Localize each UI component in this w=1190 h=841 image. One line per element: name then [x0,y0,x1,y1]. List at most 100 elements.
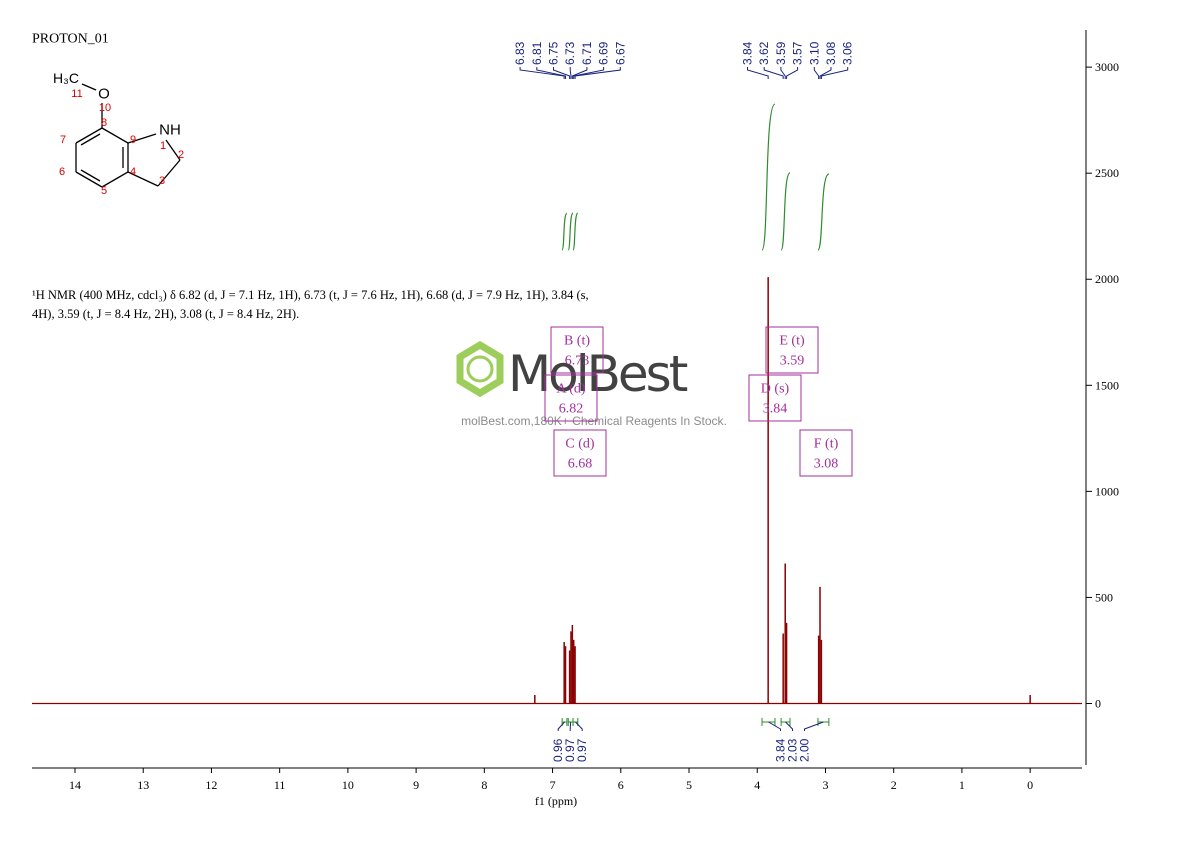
multiplet-box [799,429,853,477]
peak-label-connector [780,67,786,79]
integral-label: 2.00 [797,738,811,762]
peak-label: 3.62 [757,41,771,65]
bond [101,127,129,144]
bond [127,133,157,144]
peak-label: 6.83 [513,41,527,65]
structure [75,83,181,188]
atom-number: 4 [130,166,136,178]
integral-label: 3.84 [773,738,787,762]
peak-label: 6.73 [563,41,577,65]
integral-curve [817,173,830,251]
multiplet-box [550,326,604,374]
atom-number: 9 [130,134,136,146]
peak-label-connector [571,67,588,79]
integral-bracket [572,718,579,726]
x-tick-label: 1 [959,778,965,792]
y-tick-label: 2500 [1095,166,1119,180]
x-axis-label: f1 (ppm) [535,794,577,808]
multiplet-name: C (d) [565,437,595,452]
peak-label: 6.69 [597,41,611,65]
integral-connector [803,721,824,731]
integral-curve [572,212,579,251]
y-tick-label: 3000 [1095,60,1119,74]
x-tick-label: 8 [481,778,487,792]
integral-connector [768,721,781,731]
integral-curve [761,103,776,251]
multiplet-box [765,326,819,374]
x-tick-label: 10 [342,778,354,792]
bond [165,139,181,161]
peak-label: 6.67 [613,41,627,65]
integral-curve [561,212,568,251]
multiplet-name: E (t) [779,334,805,349]
x-tick-label: 12 [205,778,217,792]
peak-label-connector [519,67,565,79]
x-tick-label: 4 [754,778,760,792]
peak-label-connector [813,67,820,79]
integral-connector [785,721,793,731]
atom-label: NH [159,122,181,139]
integral-bracket [761,718,776,726]
atom-number: 10 [99,102,111,114]
peak-label: 6.75 [547,41,561,65]
integral-label: 0.96 [551,738,565,762]
bond [157,159,181,187]
y-tick-label: 1500 [1095,378,1119,392]
integral-label: 2.03 [785,738,799,762]
peak-label: 3.10 [807,41,821,65]
y-tick-label: 2000 [1095,272,1119,286]
bond [80,133,101,146]
x-tick-label: 9 [413,778,419,792]
y-tick-label: 0 [1095,696,1101,710]
integral-label: 0.97 [575,738,589,762]
peak-label-connector [820,67,849,79]
peak-label-connector [573,67,605,79]
bond [75,127,103,144]
bond [101,171,129,188]
multiplet-shift: 3.08 [814,457,839,472]
watermark-logo: MolBest [508,345,688,403]
multiplet-box [748,374,802,422]
bond [81,83,97,91]
x-tick-label: 6 [618,778,624,792]
watermark-logo-icon [456,340,504,398]
peak-label: 3.06 [841,41,855,65]
multiplet-name: D (s) [761,382,790,397]
multiplet-name: B (t) [564,334,590,349]
y-tick-label: 1000 [1095,484,1119,498]
atom-label: O [98,86,110,103]
atom-number: 6 [59,166,65,178]
atom-number: 2 [178,149,184,161]
x-tick-label: 7 [550,778,556,792]
peak-label-connector [819,67,832,79]
bond [127,171,159,187]
peak-label: 6.71 [580,41,594,65]
peak-label-connector [763,67,784,79]
multiplet-name: F (t) [814,437,839,452]
peak-label-connector [746,67,769,79]
multiplet-box [553,429,607,477]
atom-number: 7 [60,134,66,146]
multiplet-shift: 3.59 [780,354,805,369]
multiplet-shift: 6.82 [559,402,584,417]
atom-number: 8 [101,117,107,129]
atom-number: 11 [71,88,82,100]
atom-number: 1 [160,140,166,152]
watermark: MolBest molBest.com,180K+ Chemical Reage… [456,340,727,428]
bond [80,169,101,182]
x-tick-label: 3 [822,778,828,792]
integral-label: 0.97 [563,738,577,762]
atom-number: 5 [101,185,107,197]
peak-label-connector [553,67,571,79]
atom-label: H₃C [53,70,79,86]
x-tick-label: 11 [274,778,286,792]
multiplet-shift: 3.84 [763,402,788,417]
peak-label: 3.08 [824,41,838,65]
y-tick-label: 500 [1095,590,1113,604]
multiplet-shift: 6.68 [568,457,593,472]
x-tick-label: 0 [1027,778,1033,792]
peak-label-connector [574,67,621,79]
integral-connector [575,721,583,731]
peak-label-connector [786,67,799,79]
